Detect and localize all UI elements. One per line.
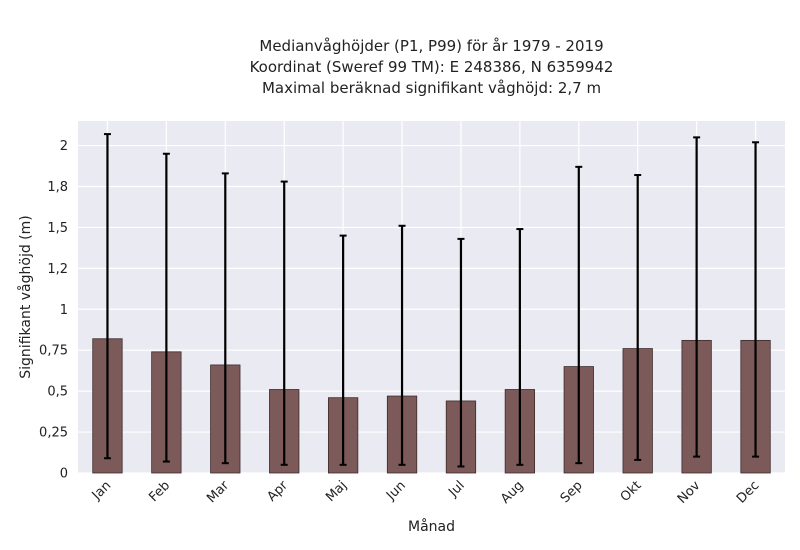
error-bar-jul [457, 237, 465, 468]
error-bar-aug [516, 228, 524, 466]
x-tick-label: Mar [204, 478, 232, 506]
x-tick-label: Jan [89, 478, 114, 503]
x-tick-label: Jun [383, 478, 409, 504]
error-bar-sep [575, 165, 583, 465]
x-tick-label: Apr [265, 478, 292, 505]
x-tick-label: Okt [618, 478, 645, 505]
x-axis-label: Månad [408, 518, 455, 535]
y-tick-label: 1,2 [47, 262, 68, 277]
y-axis-label: Signifikant våghöjd (m) [17, 215, 34, 378]
chart-title-line: Koordinat (Sweref 99 TM): E 248386, N 63… [250, 58, 614, 76]
x-axis-ticks: Jan Feb Mar Apr Maj Jun Jul Aug Sep Okt Nov Dec [89, 478, 763, 507]
chart-title-line: Medianvåghöjder (P1, P99) för år 1979 - … [259, 37, 603, 55]
x-tick-label: Jul [445, 478, 467, 500]
error-bar-dec [752, 141, 760, 458]
y-tick-label: 0,75 [39, 344, 68, 359]
error-bar-maj [339, 234, 347, 466]
y-axis-ticks: 0 0,25 0,5 0,75 1 1,2 1,5 1,8 2 [39, 139, 68, 481]
x-tick-label: Feb [146, 478, 173, 505]
x-tick-label: Aug [498, 478, 527, 507]
error-bar-nov [693, 136, 701, 458]
plot-area [78, 121, 785, 473]
y-tick-label: 1,5 [47, 221, 68, 236]
error-bar-mar [221, 172, 229, 465]
y-tick-label: 0,25 [39, 426, 68, 441]
y-tick-label: 1,8 [47, 180, 68, 195]
chart-title: Medianvåghöjder (P1, P99) för år 1979 - … [250, 37, 614, 97]
x-tick-label: Nov [675, 478, 704, 507]
error-bar-okt [634, 174, 642, 461]
y-tick-label: 2 [60, 139, 68, 154]
x-tick-label: Dec [734, 478, 762, 506]
error-bars [103, 133, 760, 468]
y-tick-label: 0 [60, 467, 68, 482]
error-bar-jan [103, 133, 111, 460]
y-tick-label: 1 [60, 303, 68, 318]
chart-title-line: Maximal beräknad signifikant våghöjd: 2,… [262, 79, 601, 97]
error-bar-jun [398, 224, 406, 466]
error-bar-apr [280, 180, 288, 466]
x-tick-label: Maj [323, 478, 350, 505]
error-bar-feb [162, 152, 170, 463]
x-tick-label: Sep [558, 478, 586, 506]
y-tick-label: 0,5 [47, 385, 68, 400]
